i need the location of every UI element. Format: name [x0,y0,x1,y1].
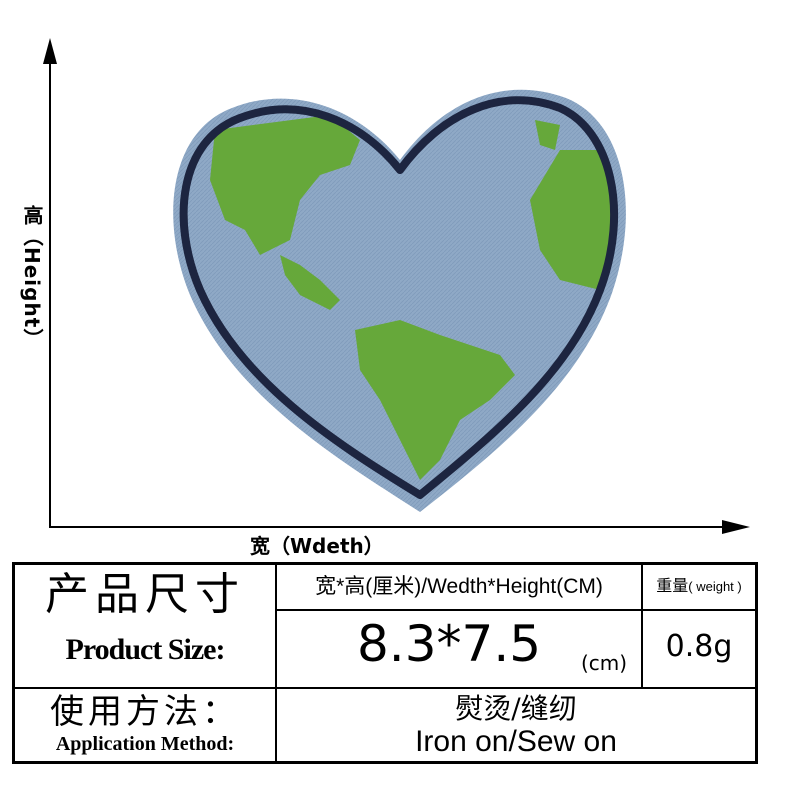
height-label: 高（Height） [20,205,44,350]
method-label-en: Application Method: [55,733,235,755]
product-size-cn: 产品尺寸 [45,569,245,620]
width-label: 宽（Wdeth） [250,534,384,558]
heart-earth-patch [173,89,626,512]
south-america-land [355,320,515,480]
africa-land [530,150,615,290]
method-value-cell: 熨烫/缝纫 Iron on/Sew on [277,689,755,761]
size-value: 8.3*7.5 [357,615,542,673]
weight-header: 重量( weight ) [643,565,755,609]
weight-value-cell: 0.8g [643,611,755,687]
table-divider [275,609,755,611]
size-value-cell: 8.3*7.5 (cm) [277,611,641,687]
product-size-en: Product Size: [65,633,226,666]
method-label-cn: 使用方法： [50,692,240,732]
size-header: 宽*高(厘米)/Wedth*Height(CM) [315,575,603,598]
table-divider [15,687,755,689]
spec-table: 产品尺寸 Product Size: 宽*高(厘米)/Wedth*Height(… [12,562,758,764]
width-arrowhead [722,520,750,534]
weight-value: 0.8g [665,629,733,664]
height-arrowhead [43,38,57,64]
weight-header-en: ( weight ) [688,579,742,594]
product-size-label-cell: 产品尺寸 Product Size: [15,565,275,687]
weight-header-cell: 重量( weight ) [643,565,755,609]
north-america-land [210,115,360,255]
dimension-arrows [43,38,750,534]
europe-land [535,120,560,150]
patch-border-stitch [179,96,619,499]
method-label-cell: 使用方法： Application Method: [15,689,275,761]
size-header-cell: 宽*高(厘米)/Wedth*Height(CM) [277,565,641,609]
table-divider [641,565,643,687]
size-unit: (cm) [581,651,628,675]
method-value-en: Iron on/Sew on [415,725,617,758]
table-divider [275,565,277,761]
central-america-land [280,255,340,310]
method-value-cn: 熨烫/缝纫 [455,692,577,725]
weight-header-cn: 重量 [656,578,689,595]
